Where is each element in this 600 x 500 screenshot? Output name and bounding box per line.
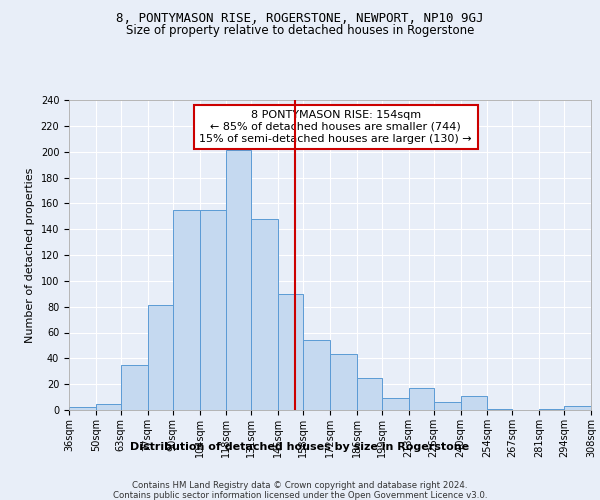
Bar — [330, 354, 357, 410]
Bar — [96, 404, 121, 410]
Bar — [434, 402, 461, 410]
Bar — [461, 396, 487, 410]
Bar — [199, 210, 226, 410]
Text: 8 PONTYMASON RISE: 154sqm
← 85% of detached houses are smaller (744)
15% of semi: 8 PONTYMASON RISE: 154sqm ← 85% of detac… — [199, 110, 472, 144]
Bar — [121, 365, 148, 410]
Text: Distribution of detached houses by size in Rogerstone: Distribution of detached houses by size … — [130, 442, 470, 452]
Text: Contains public sector information licensed under the Open Government Licence v3: Contains public sector information licen… — [113, 491, 487, 500]
Bar — [226, 150, 251, 410]
Bar — [564, 406, 591, 410]
Bar — [69, 408, 96, 410]
Bar — [278, 294, 303, 410]
Bar — [539, 408, 564, 410]
Bar — [148, 306, 173, 410]
Bar — [303, 340, 330, 410]
Bar — [357, 378, 382, 410]
Bar — [409, 388, 434, 410]
Bar — [382, 398, 409, 410]
Text: 8, PONTYMASON RISE, ROGERSTONE, NEWPORT, NP10 9GJ: 8, PONTYMASON RISE, ROGERSTONE, NEWPORT,… — [116, 12, 484, 26]
Bar — [251, 219, 278, 410]
Text: Contains HM Land Registry data © Crown copyright and database right 2024.: Contains HM Land Registry data © Crown c… — [132, 481, 468, 490]
Text: Size of property relative to detached houses in Rogerstone: Size of property relative to detached ho… — [126, 24, 474, 37]
Bar — [173, 210, 199, 410]
Y-axis label: Number of detached properties: Number of detached properties — [25, 168, 35, 342]
Bar — [487, 408, 512, 410]
